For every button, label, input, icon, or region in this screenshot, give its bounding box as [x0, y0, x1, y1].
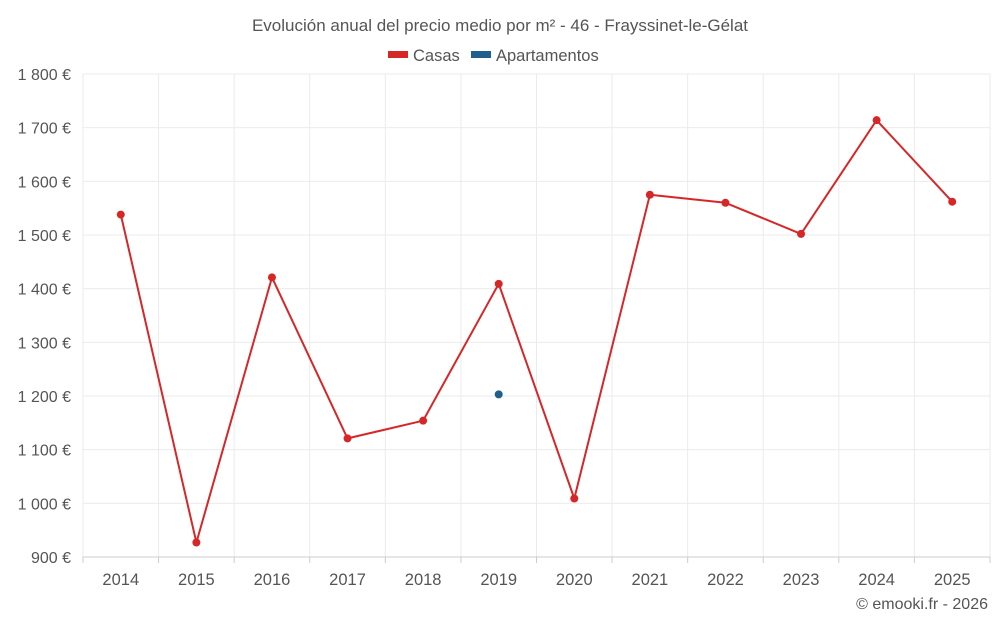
- data-point-casas[interactable]: [948, 197, 957, 206]
- x-tick-label: 2019: [480, 571, 517, 589]
- y-tick-label: 1 000 €: [18, 496, 71, 513]
- x-tick-label: 2017: [329, 571, 366, 589]
- data-point-casas[interactable]: [494, 279, 503, 288]
- data-point-casas[interactable]: [872, 116, 881, 125]
- y-tick-label: 1 400 €: [18, 282, 71, 299]
- data-point-casas[interactable]: [343, 434, 352, 443]
- legend-label-apartamentos: Apartamentos: [496, 47, 599, 65]
- x-tick-label: 2015: [178, 571, 215, 589]
- data-point-apartamentos[interactable]: [494, 390, 503, 399]
- data-point-casas[interactable]: [192, 538, 201, 547]
- x-tick-label: 2025: [934, 571, 971, 589]
- axes: [82, 556, 991, 563]
- legend-label-casas: Casas: [413, 47, 460, 65]
- y-tick-label: 1 100 €: [18, 443, 71, 460]
- x-tick-labels: 2014 2015 2016 2017 2018 2019 2020 2021 2022 2023…: [102, 571, 970, 589]
- x-tick-label: 2018: [405, 571, 442, 589]
- data-point-casas[interactable]: [267, 273, 276, 282]
- series: [116, 116, 957, 547]
- y-tick-label: 1 600 €: [18, 174, 71, 191]
- x-tick-label: 2024: [858, 571, 895, 589]
- y-tick-label: 900 €: [31, 550, 71, 567]
- legend: Casas Apartamentos: [388, 47, 599, 65]
- y-tick-label: 1 700 €: [18, 121, 71, 138]
- x-tick-label: 2021: [632, 571, 669, 589]
- legend-item-casas[interactable]: Casas: [388, 47, 460, 65]
- credit-text: © emooki.fr - 2026: [856, 596, 988, 613]
- x-tick-label: 2022: [707, 571, 744, 589]
- data-point-casas[interactable]: [645, 190, 654, 199]
- x-tick-label: 2020: [556, 571, 593, 589]
- legend-item-apartamentos[interactable]: Apartamentos: [471, 47, 599, 65]
- y-tick-label: 1 300 €: [18, 335, 71, 352]
- data-point-casas[interactable]: [721, 198, 730, 207]
- gridlines: [82, 73, 991, 557]
- chart-title: Evolución anual del precio medio por m² …: [252, 16, 748, 35]
- x-tick-label: 2014: [102, 571, 139, 589]
- y-tick-label: 1 800 €: [18, 67, 71, 84]
- data-point-casas[interactable]: [116, 210, 125, 219]
- y-tick-label: 1 500 €: [18, 228, 71, 245]
- x-tick-label: 2023: [783, 571, 820, 589]
- series-line-casas: [119, 119, 953, 544]
- data-point-casas[interactable]: [419, 416, 428, 425]
- legend-swatch-apartamentos: [471, 51, 491, 58]
- y-tick-label: 1 200 €: [18, 389, 71, 406]
- data-point-casas[interactable]: [797, 229, 806, 238]
- data-point-casas[interactable]: [570, 494, 579, 503]
- y-tick-labels: 900 € 1 000 € 1 100 € 1 200 € 1 300 € 1 400 €…: [18, 67, 71, 567]
- x-tick-label: 2016: [254, 571, 291, 589]
- legend-swatch-casas: [388, 51, 408, 58]
